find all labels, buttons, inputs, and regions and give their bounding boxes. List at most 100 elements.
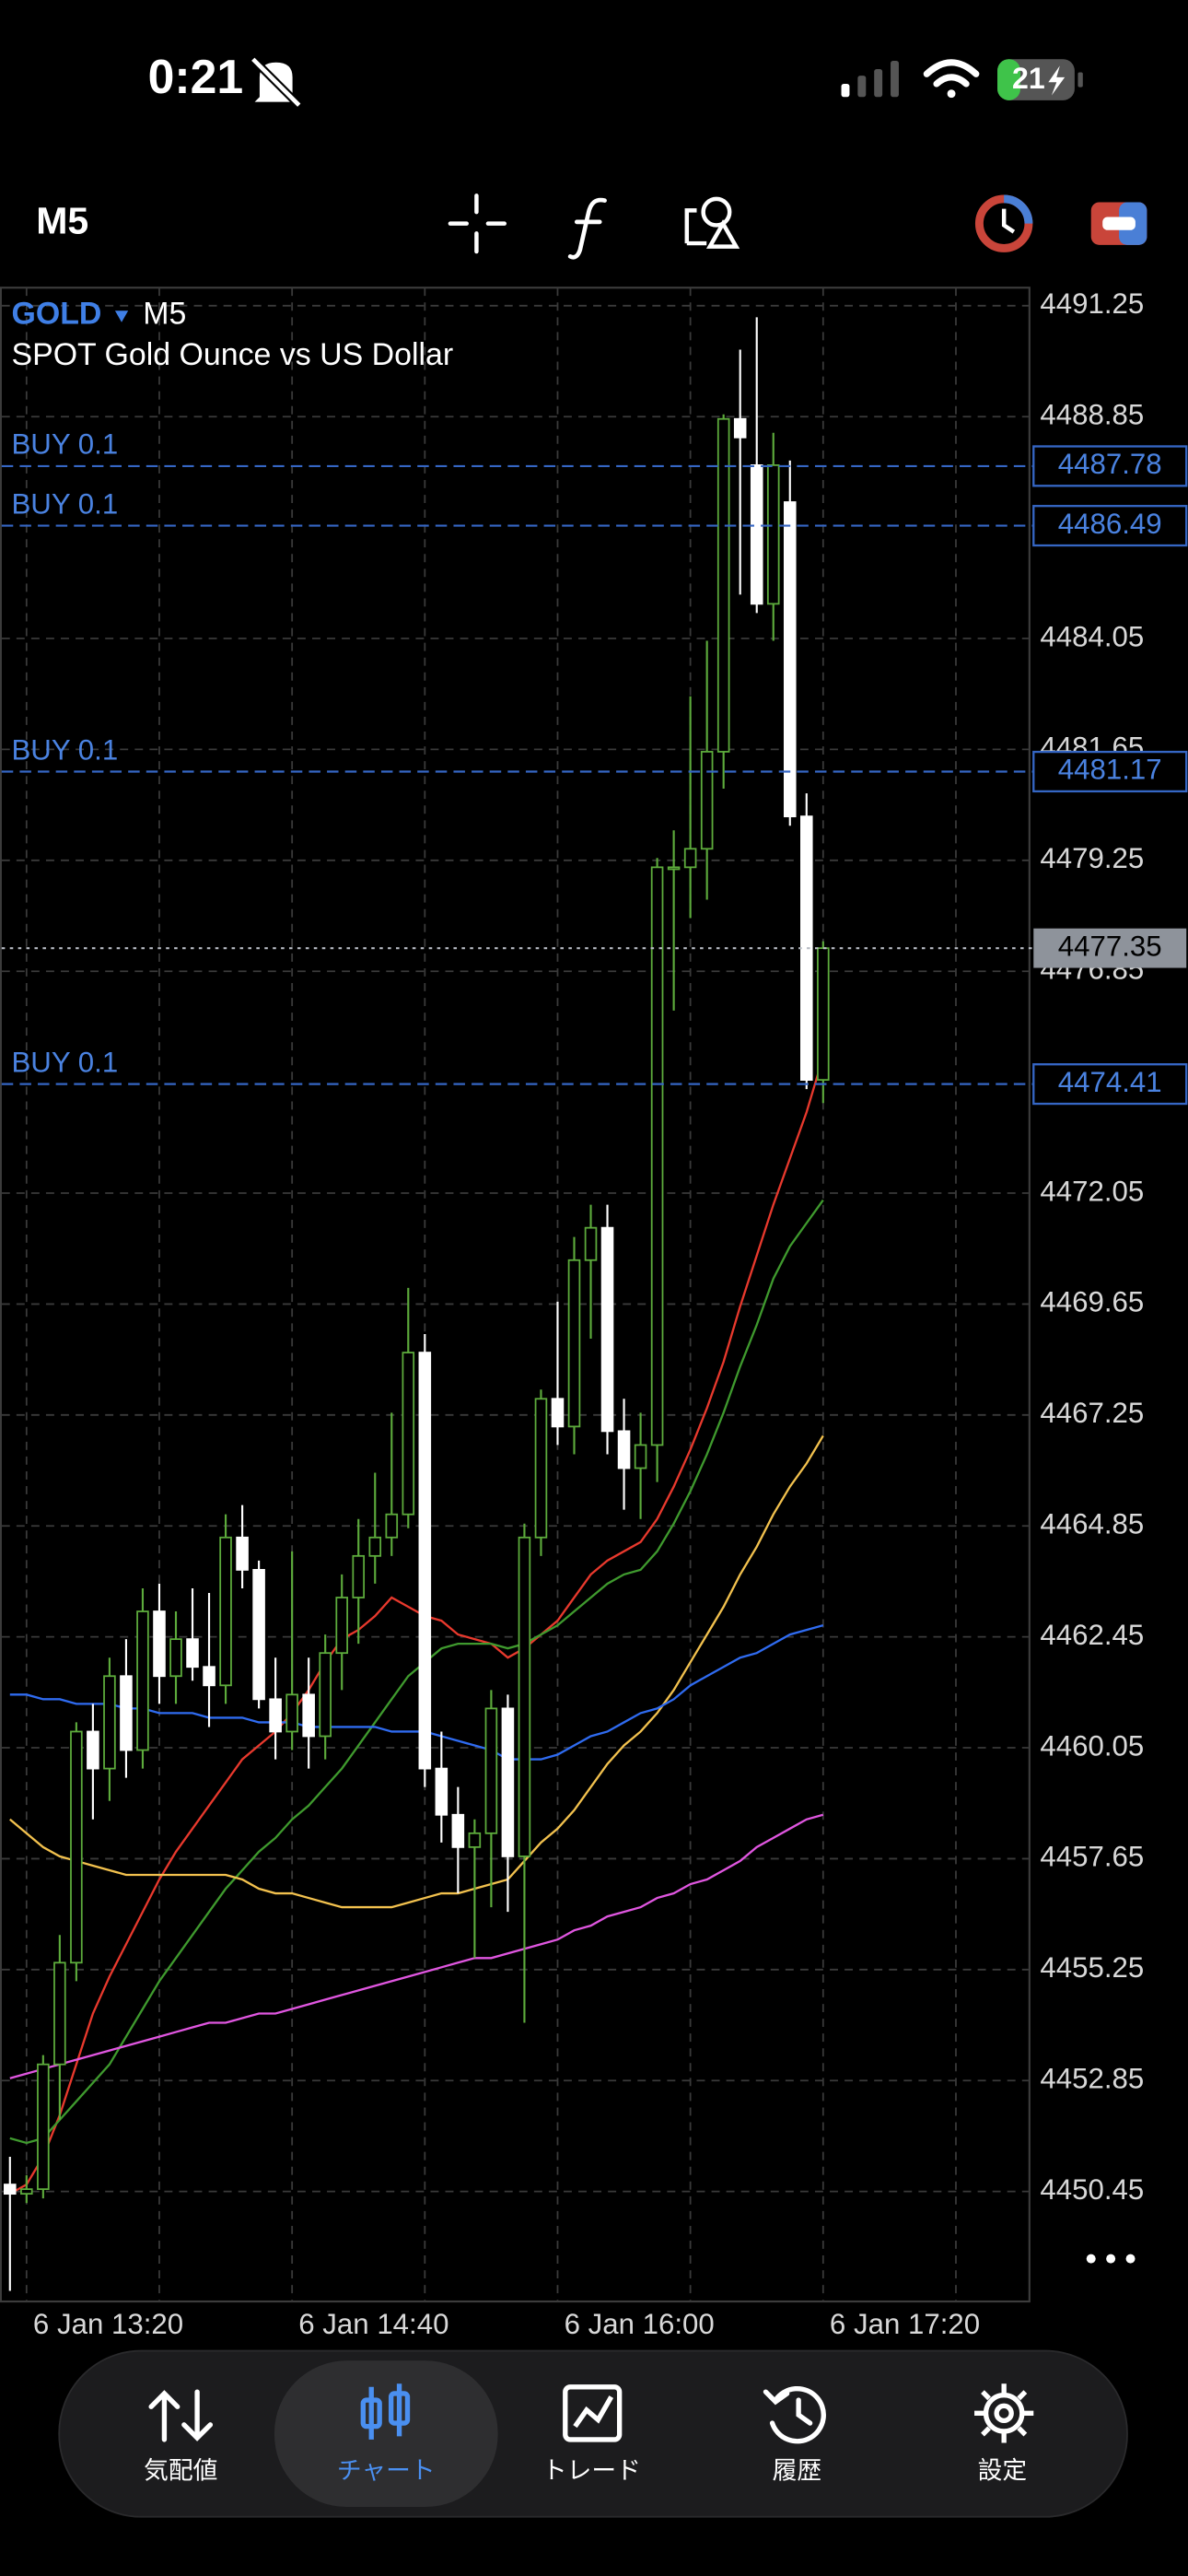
candle-body — [402, 1352, 415, 1516]
candle-body — [418, 1352, 432, 1770]
x-tick-label: 6 Jan 13:20 — [33, 2308, 183, 2340]
candle-body — [683, 848, 697, 869]
one-click-button[interactable] — [974, 194, 1033, 252]
plot-area: 4491.254488.854484.054481.654479.254476.… — [1, 287, 1188, 2340]
ma-line — [9, 1199, 824, 2145]
candle-body — [219, 1536, 232, 1687]
order-price: 4486.49 — [1058, 508, 1162, 540]
order-price: 4474.41 — [1058, 1066, 1162, 1098]
settings-icon[interactable] — [974, 2383, 1034, 2443]
candle-body — [385, 1513, 399, 1539]
active-pill-bg — [274, 2360, 498, 2508]
tab-label[interactable]: 設定 — [978, 2457, 1028, 2485]
clock: 0:21 — [148, 50, 244, 103]
y-tick-label: 4491.25 — [1040, 287, 1144, 320]
order-label: BUY 0.1 — [11, 1046, 118, 1078]
tab-label[interactable]: 履歴 — [773, 2457, 822, 2485]
candle-body — [501, 1707, 515, 1857]
x-tick-label: 6 Jan 17:20 — [830, 2308, 980, 2340]
y-tick-label: 4455.25 — [1040, 1951, 1144, 1984]
y-tick-label: 4467.25 — [1040, 1397, 1144, 1429]
tab-label[interactable]: チャート — [337, 2457, 436, 2485]
tab-label[interactable]: トレード — [542, 2457, 641, 2485]
order-label: BUY 0.1 — [11, 487, 118, 520]
candle-body — [800, 815, 813, 1082]
trade-icon[interactable] — [563, 2384, 623, 2442]
order-price-box — [1032, 445, 1188, 487]
candle-body — [4, 2184, 17, 2195]
ma-line — [9, 1434, 824, 1909]
candle-body — [186, 1638, 199, 1669]
y-tick-label: 4488.85 — [1040, 398, 1144, 430]
y-tick-label: 4460.05 — [1040, 1729, 1144, 1762]
candle-body — [103, 1675, 116, 1770]
indicator-button[interactable] — [567, 197, 607, 260]
silent-icon — [250, 56, 302, 109]
candle-body — [817, 947, 830, 1082]
trade-button[interactable] — [1090, 202, 1147, 245]
candle-body — [518, 1536, 531, 1857]
candle-body — [567, 1259, 581, 1428]
chart-overlay: GOLD M5 SPOT Gold Ounce vs US Dollar — [11, 297, 453, 373]
candle-body — [534, 1398, 548, 1539]
crosshair-button[interactable] — [448, 193, 507, 254]
candle-body — [783, 501, 797, 818]
candle-body — [169, 1638, 182, 1678]
timeframe-button[interactable]: M5 — [36, 200, 88, 242]
bid-price: 4477.35 — [1058, 930, 1162, 962]
candle-body — [600, 1226, 614, 1433]
candle-body — [20, 2188, 33, 2195]
order-price: 4487.78 — [1058, 448, 1162, 480]
y-tick-label: 4469.65 — [1040, 1286, 1144, 1318]
candle-body — [252, 1568, 265, 1701]
candle-body — [634, 1444, 647, 1469]
tab-label[interactable]: 気配値 — [144, 2457, 217, 2485]
tab-bar-bg — [58, 2349, 1128, 2518]
history-icon[interactable] — [763, 2386, 826, 2444]
y-tick-label: 4457.65 — [1040, 1841, 1144, 1873]
battery-level: 21 — [1012, 62, 1045, 95]
candle-body — [236, 1536, 249, 1571]
candle-body — [716, 417, 730, 753]
order-price: 4481.17 — [1058, 754, 1162, 786]
candle-body — [617, 1430, 631, 1469]
candle-body — [733, 417, 747, 439]
chart-frame — [0, 287, 1031, 2303]
ma-line — [9, 1813, 824, 2079]
candle-body — [484, 1707, 498, 1834]
signal-icon — [841, 61, 899, 98]
y-tick-label: 4479.25 — [1040, 842, 1144, 874]
quotes-icon[interactable] — [148, 2389, 214, 2442]
order-label: BUY 0.1 — [11, 733, 118, 766]
candle-body — [435, 1767, 448, 1816]
candle-body — [700, 751, 714, 850]
chart-icon[interactable] — [360, 2383, 411, 2440]
order-price-box — [1032, 1063, 1188, 1106]
toolbar: M5 — [36, 193, 1147, 260]
candle-body — [551, 1398, 565, 1428]
order-price-box — [1032, 505, 1188, 547]
candle-body — [335, 1597, 348, 1655]
candle-body — [53, 1961, 66, 2066]
symbol-dropdown[interactable] — [114, 310, 129, 322]
y-tick-label: 4484.05 — [1040, 620, 1144, 652]
candle-body — [584, 1226, 598, 1261]
candle-body — [352, 1554, 366, 1598]
bid-price-box — [1033, 928, 1187, 968]
candle-body — [87, 1730, 99, 1770]
symbol[interactable]: GOLD — [11, 297, 101, 332]
objects-button[interactable] — [684, 196, 740, 249]
candle-body — [203, 1666, 215, 1687]
candle-body — [368, 1536, 382, 1557]
y-tick-label: 4452.85 — [1040, 2062, 1144, 2094]
candle-body — [468, 1832, 482, 1848]
x-tick-label: 6 Jan 14:40 — [298, 2308, 448, 2340]
symbol-description: SPOT Gold Ounce vs US Dollar — [11, 337, 453, 372]
y-tick-label: 4472.05 — [1040, 1175, 1144, 1207]
more-button[interactable] — [1086, 2254, 1136, 2264]
candle-body — [70, 1730, 83, 1964]
candle-body — [269, 1698, 282, 1733]
candle-body — [650, 866, 664, 1446]
